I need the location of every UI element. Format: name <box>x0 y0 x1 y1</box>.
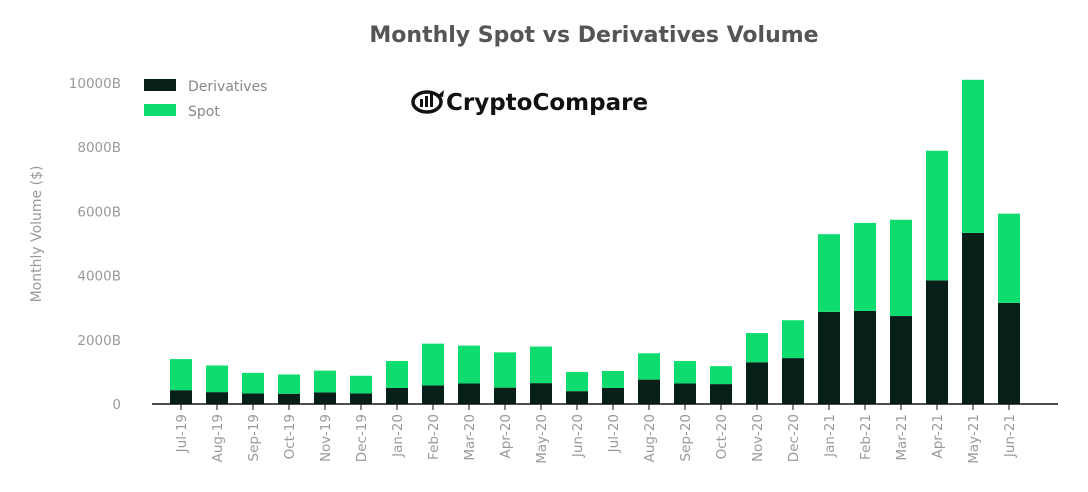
x-tick-label: Dec-20 <box>786 414 802 462</box>
y-tick-label: 8000B <box>77 140 121 156</box>
bar-derivatives-jun-20 <box>566 391 588 404</box>
bar-spot-mar-20 <box>458 345 480 384</box>
x-tick-label: Feb-20 <box>426 414 442 460</box>
bar-derivatives-nov-20 <box>746 362 768 404</box>
bar-spot-jul-19 <box>170 359 192 391</box>
bar-spot-apr-20 <box>494 352 516 388</box>
legend-swatch-derivatives <box>144 79 176 91</box>
bar-spot-feb-21 <box>854 222 876 311</box>
bar-derivatives-apr-21 <box>926 280 948 404</box>
bar-spot-oct-19 <box>278 374 300 394</box>
legend-label-derivatives: Derivatives <box>188 79 267 95</box>
x-tick-label: Jun-21 <box>1002 414 1018 458</box>
bar-spot-feb-20 <box>422 343 444 386</box>
bar-derivatives-oct-20 <box>710 384 732 404</box>
x-tick-label: Apr-21 <box>930 414 946 459</box>
bar-derivatives-sep-19 <box>242 393 264 404</box>
bar-spot-nov-20 <box>746 333 768 363</box>
x-tick-label: May-20 <box>534 414 550 464</box>
bar-spot-jun-21 <box>998 213 1020 303</box>
x-tick-label: Oct-20 <box>714 414 730 459</box>
logo-text: CryptoCompare <box>446 90 648 116</box>
chart-title: Monthly Spot vs Derivatives Volume <box>369 23 818 48</box>
bar-derivatives-nov-19 <box>314 392 336 404</box>
y-tick-label: 4000B <box>77 269 121 285</box>
x-tick-label: Aug-19 <box>210 414 226 462</box>
bar-spot-nov-19 <box>314 370 336 393</box>
bar-spot-dec-19 <box>350 375 372 394</box>
bar-spot-oct-20 <box>710 366 732 385</box>
x-tick-label: Apr-20 <box>498 414 514 459</box>
bar-derivatives-jun-21 <box>998 302 1020 404</box>
x-axis: Jul-19 Aug-19 Sep-19 Oct-19 Nov-19 Dec-19 Jan-… <box>152 403 1058 464</box>
x-tick-label: Jan-20 <box>390 414 406 458</box>
legend-swatch-spot <box>144 104 176 116</box>
y-axis-label: Monthly Volume ($) <box>29 166 45 303</box>
bar-spot-sep-19 <box>242 372 264 394</box>
x-tick-label: Oct-19 <box>282 414 298 459</box>
bar-spot-jun-20 <box>566 371 588 392</box>
x-tick-label: Mar-21 <box>894 414 910 461</box>
x-tick-label: Jun-20 <box>570 414 586 458</box>
bar-derivatives-aug-20 <box>638 379 660 404</box>
x-tick-label: Jul-19 <box>174 414 190 453</box>
x-tick-label: Nov-19 <box>318 414 334 462</box>
bar-derivatives-aug-19 <box>206 392 228 404</box>
bar-spot-aug-19 <box>206 365 228 393</box>
x-tick-label: May-21 <box>966 414 982 464</box>
bar-spot-may-20 <box>530 346 552 384</box>
y-tick-label: 2000B <box>77 333 121 349</box>
bar-spot-jul-20 <box>602 370 624 388</box>
bar-derivatives-may-20 <box>530 383 552 404</box>
bar-derivatives-mar-20 <box>458 383 480 404</box>
bar-derivatives-jul-20 <box>602 387 624 404</box>
bar-derivatives-jan-21 <box>818 311 840 404</box>
bar-derivatives-may-21 <box>962 232 984 404</box>
y-tick-label: 10000B <box>69 76 121 92</box>
x-tick-label: Feb-21 <box>858 414 874 460</box>
cryptocompare-logo: CryptoCompare <box>411 90 648 116</box>
legend-label-spot: Spot <box>188 104 220 120</box>
x-tick-label: Mar-20 <box>462 414 478 461</box>
bar-derivatives-dec-20 <box>782 358 804 404</box>
bar-spot-sep-20 <box>674 360 696 384</box>
y-tick-label: 6000B <box>77 204 121 220</box>
bar-spot-apr-21 <box>926 150 948 281</box>
bar-derivatives-mar-21 <box>890 316 912 404</box>
x-tick-label: Jan-21 <box>822 414 838 458</box>
bar-spot-jan-20 <box>386 360 408 388</box>
bar-derivatives-jan-20 <box>386 387 408 404</box>
bar-derivatives-jul-19 <box>170 390 192 404</box>
y-tick-label: 0 <box>112 397 121 413</box>
x-tick-label: Aug-20 <box>642 414 658 462</box>
bar-derivatives-sep-20 <box>674 383 696 404</box>
x-tick-label: Sep-20 <box>678 414 694 462</box>
bar-derivatives-dec-19 <box>350 393 372 404</box>
y-axis: 0 2000B 4000B 6000B 8000B 10000B <box>69 76 121 413</box>
bar-derivatives-oct-19 <box>278 393 300 404</box>
bar-derivatives-apr-20 <box>494 387 516 404</box>
bar-spot-dec-20 <box>782 320 804 359</box>
bar-derivatives-feb-20 <box>422 385 444 404</box>
bar-spot-jan-21 <box>818 234 840 312</box>
cryptocompare-logo-icon <box>411 90 444 114</box>
bars-group <box>170 79 1020 404</box>
bar-spot-may-21 <box>962 79 984 233</box>
x-tick-label: Sep-19 <box>246 414 262 462</box>
x-tick-label: Nov-20 <box>750 414 766 462</box>
x-tick-label: Dec-19 <box>354 414 370 462</box>
x-tick-label: Jul-20 <box>606 414 622 453</box>
bar-spot-mar-21 <box>890 219 912 317</box>
legend: Derivatives Spot <box>144 79 267 120</box>
bar-spot-aug-20 <box>638 353 660 380</box>
bar-derivatives-feb-21 <box>854 310 876 404</box>
